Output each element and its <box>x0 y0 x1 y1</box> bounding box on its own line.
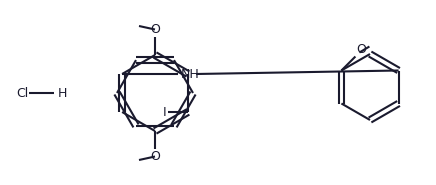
Text: Cl: Cl <box>16 87 28 100</box>
Text: O: O <box>356 43 366 56</box>
Text: O: O <box>150 150 160 163</box>
Text: H: H <box>58 87 68 100</box>
Text: O: O <box>150 23 160 36</box>
Text: NH: NH <box>181 68 200 80</box>
Text: I: I <box>162 105 166 119</box>
